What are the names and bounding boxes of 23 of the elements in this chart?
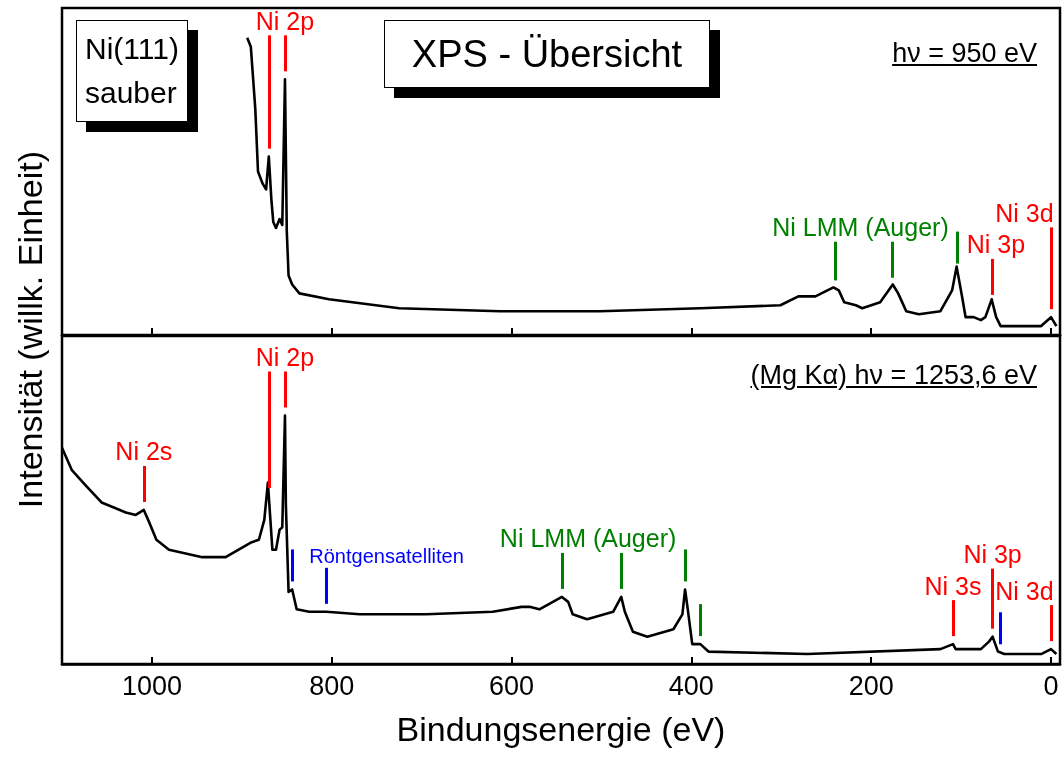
annotation: Ni(111) sauber xyxy=(76,20,188,122)
x-tick-label: 600 xyxy=(489,670,535,701)
ref-line-label: Ni 3p xyxy=(963,540,1022,569)
ref-line-label: Ni 3s xyxy=(924,571,982,600)
ref-line-label: Ni LMM (Auger) xyxy=(772,213,949,242)
ref-line-label: Ni 3d xyxy=(995,198,1054,227)
ref-line-label: Ni 2p xyxy=(255,343,315,372)
chart-title: XPS - Übersicht xyxy=(384,20,710,88)
x-tick-label: 0 xyxy=(1043,670,1059,701)
chart-subtitle: (Mg Kα) hν = 1253,6 eV xyxy=(750,360,1037,391)
ref-line-label: Ni LMM (Auger) xyxy=(499,524,677,553)
ref-line-label: Ni 3p xyxy=(966,230,1026,259)
x-tick-label: 200 xyxy=(848,670,894,701)
ref-line-label: Ni 2p xyxy=(255,6,315,35)
x-tick-label: 800 xyxy=(309,670,355,701)
ref-line-label: Röntgensatelliten xyxy=(309,544,464,567)
x-tick-label: 1000 xyxy=(121,670,182,701)
ref-line-label: Ni 3d xyxy=(995,576,1054,605)
x-tick-label: 400 xyxy=(668,670,714,701)
chart-subtitle: hν = 950 eV xyxy=(892,38,1037,69)
x-axis-title: Bindungsenergie (eV) xyxy=(396,710,726,748)
ref-line-label: Ni 2s xyxy=(115,437,173,466)
y-axis-title: Intensität (willk. Einheit) xyxy=(10,151,50,509)
